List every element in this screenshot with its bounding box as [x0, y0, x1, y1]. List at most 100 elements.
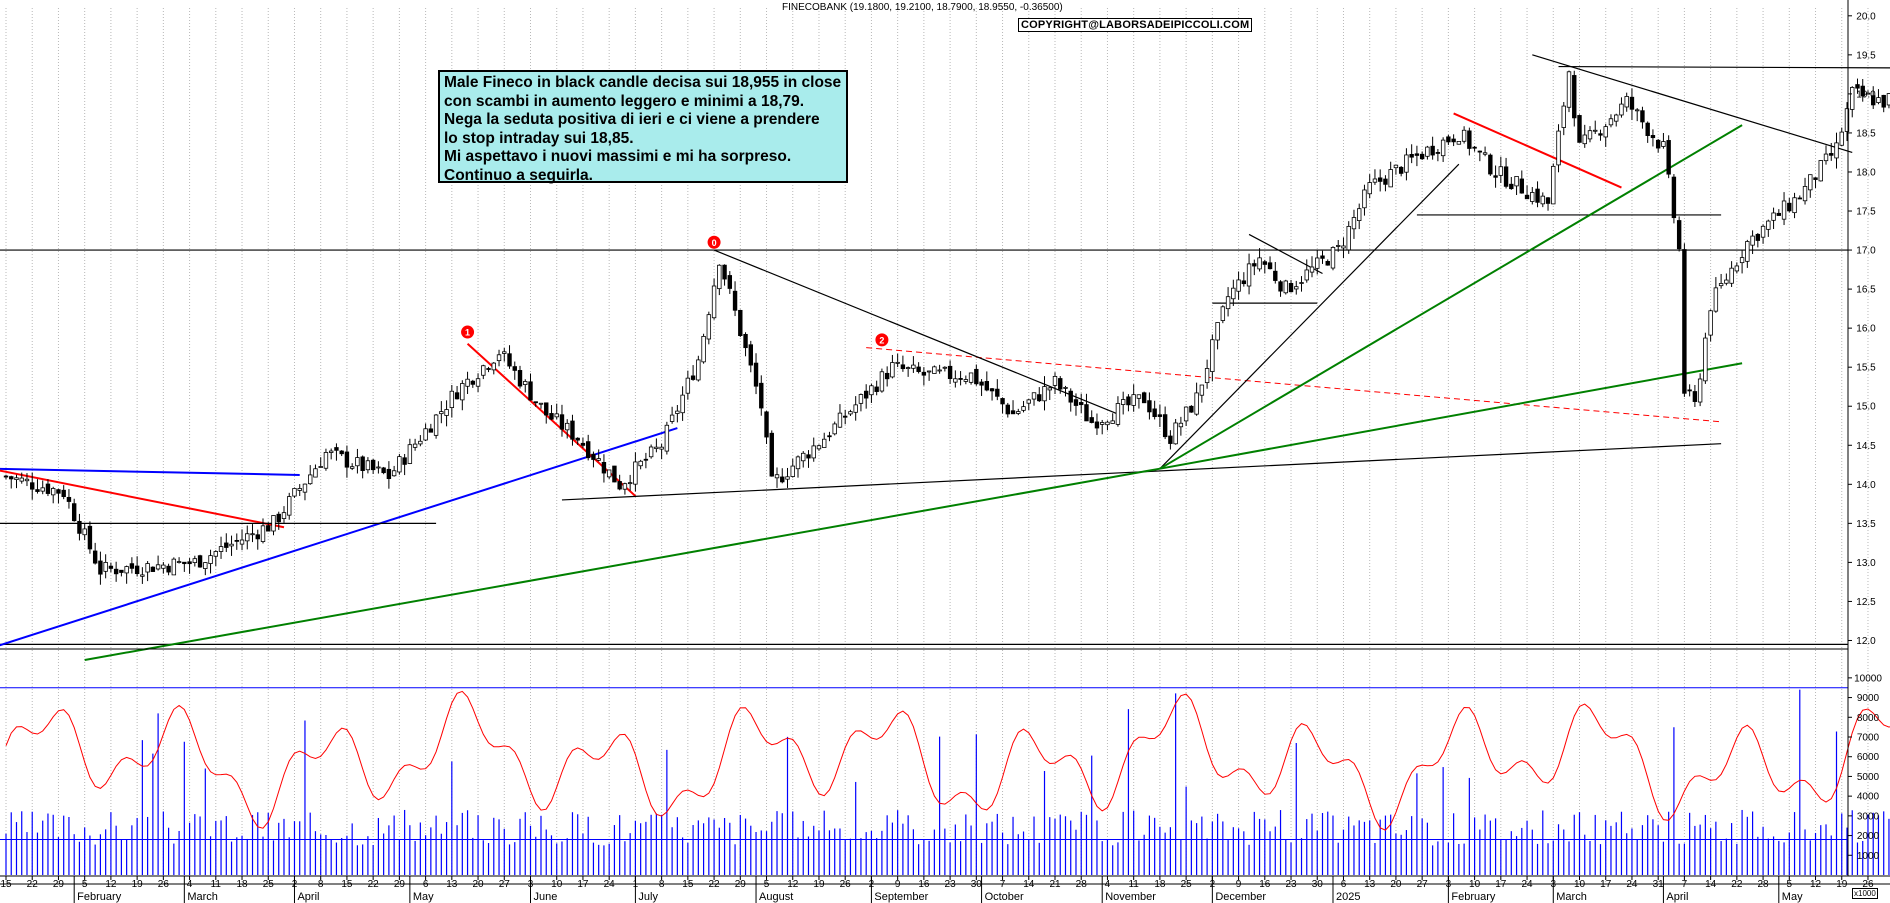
candle-body — [1509, 183, 1514, 190]
candle-body — [1110, 420, 1115, 424]
candle-body — [1367, 182, 1372, 195]
candle-body — [255, 534, 260, 540]
candle-body — [806, 454, 811, 459]
candle-body — [266, 525, 271, 532]
candle-body — [1781, 200, 1787, 220]
candle-body — [1141, 392, 1147, 404]
candle-body — [119, 569, 124, 573]
candle-body — [1718, 283, 1724, 287]
candle-body — [659, 446, 664, 450]
candle-body — [360, 456, 365, 471]
candle-body — [271, 515, 276, 532]
candle-body — [1194, 392, 1199, 415]
candle-body — [748, 344, 753, 366]
candle-body — [124, 566, 129, 574]
candle-body — [1482, 152, 1488, 155]
candle-body — [1545, 197, 1551, 204]
candle-body — [1236, 279, 1241, 292]
candle-body — [1120, 399, 1126, 405]
candle-body — [87, 525, 93, 550]
candle-body — [250, 533, 255, 536]
candle-body — [213, 551, 218, 557]
candle-body — [732, 290, 738, 311]
candle-body — [512, 366, 517, 371]
candle-body — [701, 336, 706, 363]
candle-body — [585, 441, 591, 459]
candle-body — [1629, 96, 1635, 110]
candle-body — [1813, 177, 1818, 180]
candle-body — [517, 370, 523, 387]
y-tick-label: 13.5 — [1856, 519, 1876, 530]
vol-y-tick-label: 1000 — [1857, 851, 1880, 862]
candle-body — [1676, 220, 1682, 250]
x-month-label: June — [534, 891, 558, 903]
candle-body — [1419, 153, 1425, 160]
candle-body — [974, 368, 979, 385]
candle-body — [1278, 281, 1283, 292]
candle-body — [937, 369, 942, 372]
candle-body — [1152, 408, 1157, 418]
candle-body — [1750, 235, 1755, 246]
y-tick-label: 12.5 — [1856, 597, 1876, 608]
x-month-label: October — [985, 891, 1024, 903]
candle-body — [1598, 133, 1603, 136]
candle-body — [71, 503, 77, 522]
candle-body — [1414, 153, 1420, 156]
candle-body — [916, 366, 921, 372]
candle-body — [1876, 97, 1881, 104]
candle-body — [1073, 399, 1079, 406]
candle-body — [905, 367, 911, 369]
candle-body — [1063, 387, 1068, 389]
candle-body — [832, 423, 837, 435]
candle-body — [1377, 177, 1383, 182]
candle-body — [276, 513, 281, 523]
candle-body — [150, 566, 156, 572]
candle-body — [328, 450, 334, 453]
candle-body — [418, 440, 423, 445]
candle-body — [533, 401, 538, 404]
candle-body — [486, 368, 491, 370]
trendline-red — [1453, 112, 1622, 189]
candle-body — [1042, 386, 1047, 402]
candle-body — [601, 461, 607, 474]
candle-body — [1341, 245, 1346, 249]
candle-body — [1551, 165, 1556, 205]
candle-body — [900, 364, 906, 370]
x-month-label: September — [874, 891, 928, 903]
comment-line: con scambi in aumento leggero e minimi a… — [444, 92, 805, 110]
candle-body — [1787, 202, 1792, 212]
y-tick-label: 14.5 — [1856, 441, 1876, 452]
x-month-label: March — [187, 891, 218, 903]
candle-body — [1745, 241, 1750, 262]
candle-body — [1388, 169, 1393, 188]
volume-panel — [0, 687, 1890, 875]
candle-body — [811, 445, 816, 459]
candle-body — [753, 362, 759, 387]
candle-body — [56, 489, 61, 494]
candle-body — [1886, 93, 1890, 106]
candle-body — [801, 452, 806, 462]
candle-body — [14, 477, 19, 480]
candle-body — [98, 560, 103, 575]
candle-body — [1577, 115, 1582, 143]
candle-body — [460, 383, 465, 401]
candle-body — [77, 520, 82, 534]
vol-y-tick-label: 5000 — [1857, 772, 1880, 783]
candle-body — [727, 275, 733, 289]
candle-body — [654, 446, 659, 449]
candle-body — [1582, 134, 1587, 145]
candle-body — [260, 525, 266, 542]
candle-body — [1524, 194, 1530, 200]
candle-body — [1514, 176, 1519, 187]
candle-body — [1713, 287, 1719, 312]
candle-body — [774, 474, 780, 479]
candle-body — [1425, 146, 1430, 157]
candle-body — [318, 466, 323, 468]
horizontal-levels — [0, 249, 1848, 645]
candle-body — [785, 476, 790, 480]
trendline-red — [866, 347, 1722, 423]
candle-body — [103, 562, 108, 572]
candle-body — [1168, 435, 1173, 444]
candle-body — [187, 561, 192, 565]
candle-body — [292, 488, 297, 497]
